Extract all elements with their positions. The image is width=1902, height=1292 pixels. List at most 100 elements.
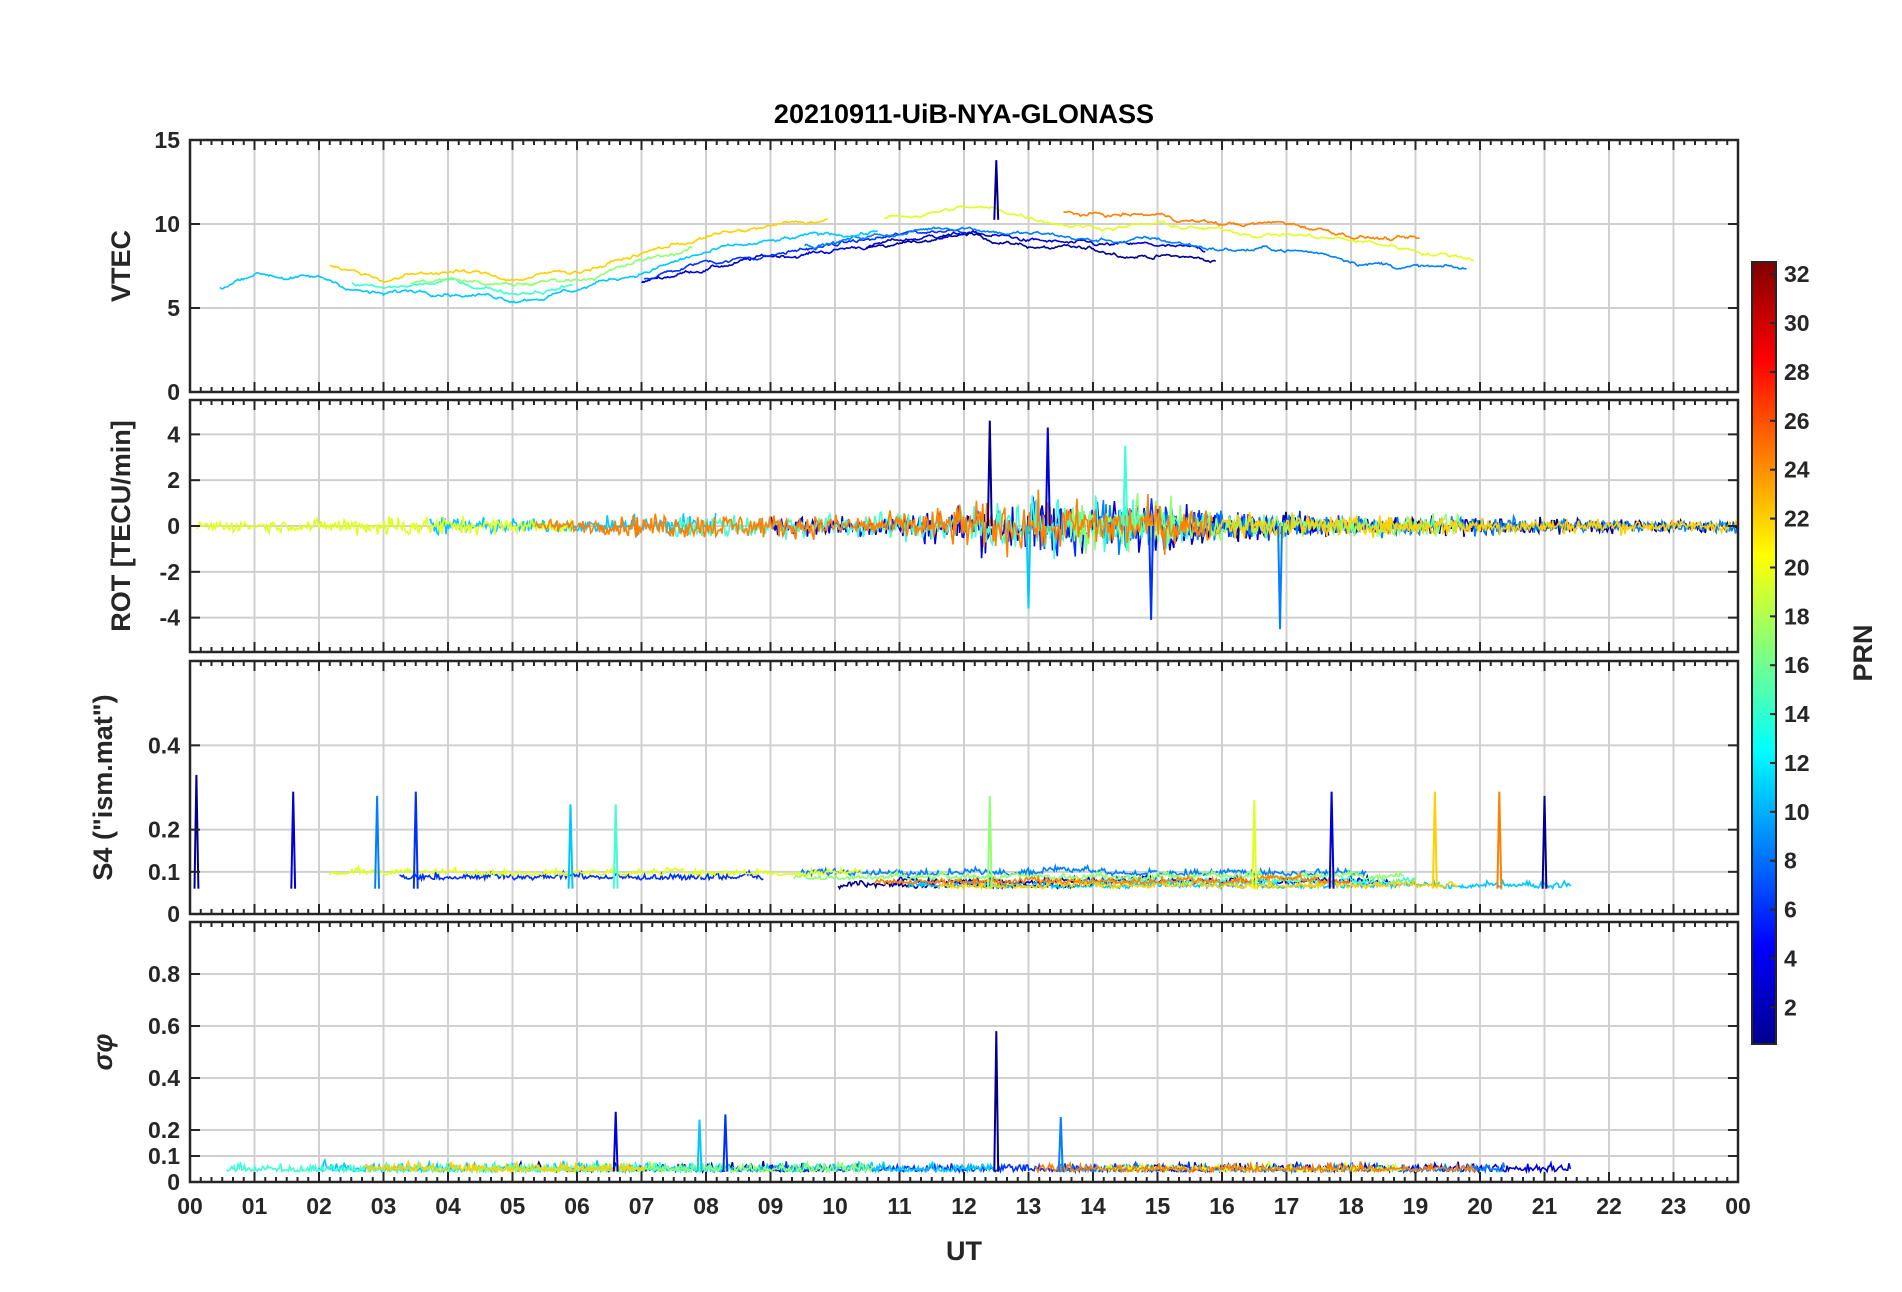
colorbar-tick-label: 28 <box>1784 359 1810 385</box>
y-tick-label: 0.4 <box>148 1065 180 1091</box>
vtec-series-line <box>219 229 878 304</box>
s4-peak-mark <box>412 791 419 889</box>
y-tick-label: -2 <box>160 559 180 585</box>
y-axis-label: ROT [TECU/min] <box>106 420 136 631</box>
y-axis-label: S4 ("ism.mat") <box>88 694 118 880</box>
colorbar-tick-label: 2 <box>1784 994 1797 1020</box>
y-tick-label: 10 <box>154 211 180 237</box>
y-tick-label: 0 <box>167 1169 180 1195</box>
vtec-series-line <box>409 246 693 287</box>
vtec-series-line <box>884 204 1475 262</box>
y-tick-label: 0.2 <box>148 1117 180 1143</box>
x-tick-label: 11 <box>887 1193 912 1219</box>
colorbar-tick-label: 6 <box>1784 897 1797 923</box>
s4-peak-mark <box>1541 795 1548 889</box>
y-tick-label: 4 <box>167 421 180 447</box>
x-tick-label: 17 <box>1274 1193 1300 1219</box>
x-tick-label: 15 <box>1145 1193 1171 1219</box>
x-tick-label: 16 <box>1209 1193 1235 1219</box>
y-tick-label: 5 <box>167 295 180 321</box>
panel-s4: 0 0.1 0.2 0.4 S4 ("ism.mat") <box>88 659 1740 927</box>
y-tick-label: 15 <box>154 127 180 153</box>
vtec-series-line <box>865 232 1217 264</box>
s4-series-line <box>873 871 1350 887</box>
s4-peak-mark <box>1328 791 1335 889</box>
vtec-traces <box>219 160 1475 304</box>
rot-series-line <box>196 515 575 536</box>
s4-peak-mark <box>1496 791 1503 889</box>
rot-peak-mark <box>1277 525 1283 630</box>
sigma_phi-series-line <box>1096 1159 1406 1175</box>
y-tick-label: -4 <box>160 605 181 631</box>
x-tick-label: 18 <box>1338 1193 1364 1219</box>
panel-vtec: 0 5 10 15 VTEC <box>106 127 1740 405</box>
vtec-peak-mark <box>993 160 1000 220</box>
s4-series-line <box>937 876 1458 891</box>
vtec-series-line <box>1063 210 1420 242</box>
x-tick-label: 07 <box>629 1193 655 1219</box>
s4-series-line <box>793 867 1405 883</box>
s4-traces <box>193 774 1572 891</box>
vtec-series-line <box>351 277 573 296</box>
x-tick-label: 01 <box>242 1193 268 1219</box>
colorbar-tick-label: 18 <box>1784 603 1810 629</box>
s4-peak-mark <box>612 804 619 889</box>
colorbar-tick-label: 8 <box>1784 848 1797 874</box>
rot-peak-mark <box>1025 525 1032 609</box>
colorbar-label: PRN <box>1848 624 1878 681</box>
y-tick-label: 0.4 <box>148 732 180 758</box>
y-tick-label: 2 <box>167 467 180 493</box>
x-tick-label: 03 <box>371 1193 397 1219</box>
sigma_phi-series-line <box>1035 1160 1477 1175</box>
x-tick-label: 06 <box>564 1193 590 1219</box>
chart-title: 20210911-UiB-NYA-GLONASS <box>774 99 1154 129</box>
y-tick-label: 0.8 <box>148 961 180 987</box>
s4-peak-mark <box>1431 791 1438 889</box>
x-tick-label: 22 <box>1596 1193 1622 1219</box>
x-tick-label: 12 <box>951 1193 977 1219</box>
x-tick-label: 00 <box>177 1193 203 1219</box>
rot-peak-mark <box>986 420 993 527</box>
x-tick-label: 14 <box>1080 1193 1106 1219</box>
s4-peak-mark <box>374 795 380 889</box>
rot-peak-mark <box>1044 427 1051 527</box>
colorbar-tick-label: 14 <box>1784 701 1810 727</box>
s4-peak-mark <box>986 795 993 889</box>
colorbar-tick-label: 26 <box>1784 408 1810 434</box>
x-tick-label: 00 <box>1725 1193 1751 1219</box>
rot-traces <box>196 420 1738 630</box>
x-tick-label: 08 <box>693 1193 719 1219</box>
x-tick-label: 09 <box>758 1193 784 1219</box>
x-axis-label: UT <box>946 1236 982 1266</box>
colorbar-tick-label: 24 <box>1784 457 1810 483</box>
vtec-series-line <box>804 226 1467 270</box>
colorbar-gradient <box>1751 261 1777 1045</box>
rot-peak-mark <box>1122 445 1129 527</box>
sigma_phi-peak-mark <box>1057 1116 1064 1172</box>
panel-rot: -4 -2 0 2 4 ROT [TECU/min] <box>106 398 1740 654</box>
sigma_phi-peak-mark <box>612 1111 619 1172</box>
y-tick-label: 0 <box>167 513 180 539</box>
sigma_phi-peak-mark <box>696 1119 703 1172</box>
colorbar-tick-label: 20 <box>1784 554 1810 580</box>
colorbar-tick-label: 30 <box>1784 310 1810 336</box>
vtec-series-line <box>641 229 1206 284</box>
x-tick-label: 19 <box>1403 1193 1429 1219</box>
sigma_phi-series-line <box>362 1158 646 1174</box>
colorbar-tick-label: 32 <box>1784 261 1810 287</box>
rot-series-line <box>1215 512 1738 539</box>
y-tick-label: 0.1 <box>148 1143 180 1169</box>
x-tick-label: 10 <box>822 1193 848 1219</box>
sigma_phi-peak-mark <box>993 1031 1000 1172</box>
rot-peak-mark <box>1148 525 1154 620</box>
y-tick-label: 0.2 <box>148 817 180 843</box>
panel-sigma_phi: 00.10.2 0.4 0.6 0.8 σφ <box>88 920 1740 1195</box>
y-axis-label: σφ <box>88 1034 118 1071</box>
s4-series-line <box>399 868 764 883</box>
colorbar-tick-label: 10 <box>1784 799 1810 825</box>
s4-series-line <box>800 863 1367 878</box>
x-tick-label: 02 <box>306 1193 332 1219</box>
x-tick-label: 20 <box>1467 1193 1493 1219</box>
